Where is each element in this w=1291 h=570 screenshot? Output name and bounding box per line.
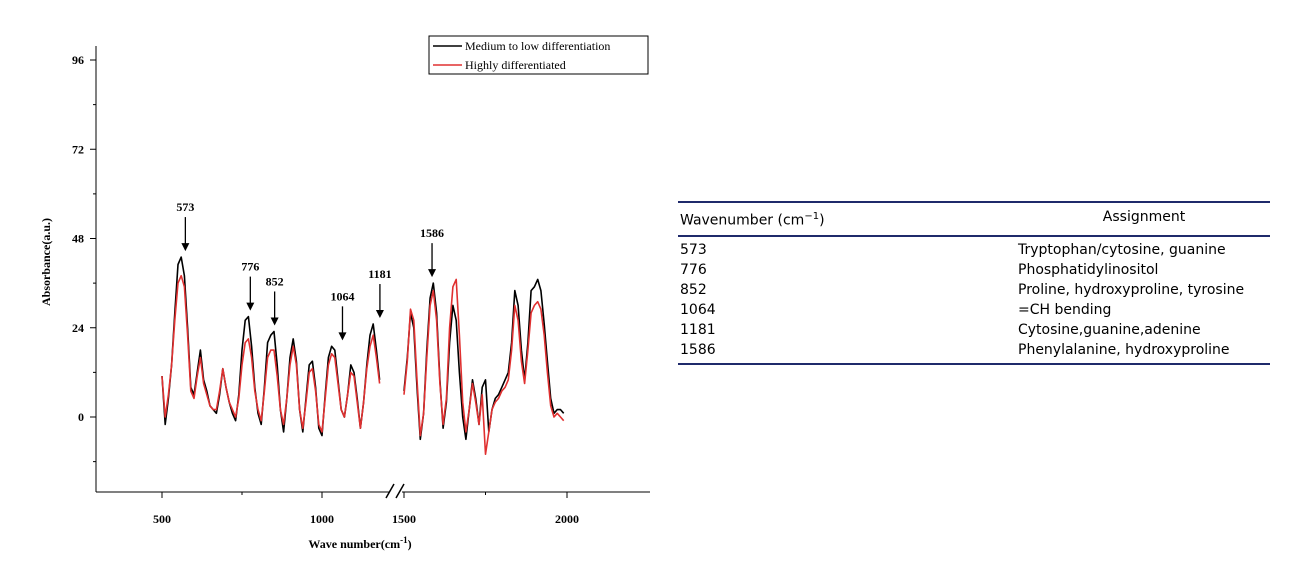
table-row: 852 Proline, hydroxyproline, tyrosine xyxy=(678,280,1270,300)
series-line-medium-low-seg2 xyxy=(403,278,565,441)
series-line-highly-seg2 xyxy=(403,278,565,455)
table-row: 1181 Cytosine,guanine,adenine xyxy=(678,320,1270,340)
peak-label-1064: 1064 xyxy=(330,289,354,303)
peak-arrow-head xyxy=(428,269,437,278)
table-row: 573 Tryptophan/cytosine, guanine xyxy=(678,240,1270,260)
x-tick-label: 2000 xyxy=(555,512,579,526)
cell-wavenumber: 776 xyxy=(680,261,707,278)
legend: Medium to low differentiation Highly dif… xyxy=(428,35,649,75)
peak-label-852: 852 xyxy=(266,274,284,288)
y-tick-label: 72 xyxy=(72,142,84,156)
table-top-rule xyxy=(678,201,1270,203)
x-axis-title-close: ) xyxy=(408,537,412,551)
peak-arrow-head xyxy=(246,302,255,311)
ir-spectrum-chart: 0 24 48 72 96 500 1000 1500 2000 573 776 852 1064 1… xyxy=(39,35,650,551)
peak-label-1586: 1586 xyxy=(420,226,444,240)
cell-wavenumber: 1586 xyxy=(680,341,716,358)
x-tick-label: 1000 xyxy=(310,512,334,526)
axis-break-slash-left xyxy=(385,483,395,499)
cell-wavenumber: 852 xyxy=(680,281,707,298)
series-layer xyxy=(161,256,565,455)
legend-box xyxy=(428,35,649,75)
y-tick-label: 48 xyxy=(72,232,84,246)
cell-assignment: Tryptophan/cytosine, guanine xyxy=(1018,241,1226,258)
y-tick-label: 96 xyxy=(72,53,84,67)
cell-assignment: Cytosine,guanine,adenine xyxy=(1018,321,1201,338)
peak-arrow-head xyxy=(270,317,279,326)
peak-arrow-head xyxy=(338,332,347,341)
axis-break-marker xyxy=(385,483,405,499)
x-tick-label: 500 xyxy=(153,512,171,526)
cell-assignment: Phosphatidylinositol xyxy=(1018,261,1159,278)
x-axis-title-sup: -1 xyxy=(400,535,408,545)
peak-arrow-head xyxy=(181,243,190,252)
cell-wavenumber: 1181 xyxy=(680,321,716,338)
table-row: 1586 Phenylalanine, hydroxyproline xyxy=(678,340,1270,360)
chart-axes xyxy=(95,46,650,493)
cell-assignment: Proline, hydroxyproline, tyrosine xyxy=(1018,281,1245,298)
assignment-table: Wavenumber (cm−1) Assignment 573 Tryptoph… xyxy=(678,201,1270,365)
cell-wavenumber: 1064 xyxy=(680,301,716,318)
x-axis-title-main: Wave number(cm xyxy=(308,537,400,551)
table-row: 1064 =CH bending xyxy=(678,300,1270,320)
legend-label-highly: Highly differentiated xyxy=(465,58,566,72)
table-row: 776 Phosphatidylinositol xyxy=(678,260,1270,280)
legend-label-medium-low: Medium to low differentiation xyxy=(465,39,610,53)
y-axis-title: Absorbance(a.u.) xyxy=(39,218,53,306)
header-assignment: Assignment xyxy=(1102,209,1186,225)
header-wavenumber-text: Wavenumber (cm xyxy=(680,212,805,229)
series-line-highly-seg1 xyxy=(161,274,381,433)
header-wavenumber: Wavenumber (cm−1) xyxy=(678,203,1018,235)
peak-annotations: 573 776 852 1064 1181 1586 xyxy=(176,200,444,341)
y-tick-label: 24 xyxy=(72,321,84,335)
cell-assignment: =CH bending xyxy=(1018,301,1112,318)
table-body: 573 Tryptophan/cytosine, guanine 776 Phosp… xyxy=(678,237,1270,363)
cell-assignment: Phenylalanine, hydroxyproline xyxy=(1018,341,1230,358)
peak-label-1181: 1181 xyxy=(368,267,391,281)
cell-wavenumber: 573 xyxy=(680,241,707,258)
x-tick-label: 1500 xyxy=(392,512,416,526)
x-axis-title: Wave number(cm-1) xyxy=(308,535,411,551)
peak-label-573: 573 xyxy=(176,200,194,214)
header-wavenumber-close: ) xyxy=(819,212,825,229)
y-tick-label: 0 xyxy=(78,410,84,424)
table-header-rule xyxy=(678,234,1270,237)
y-ticks: 0 24 48 72 96 xyxy=(72,53,96,463)
peak-arrow-head xyxy=(375,310,384,319)
x-ticks: 500 1000 1500 2000 xyxy=(153,492,579,526)
axis-break-gap xyxy=(390,487,402,497)
header-wavenumber-sup: −1 xyxy=(804,211,820,222)
table-bottom-rule xyxy=(678,362,1270,365)
table-header-row: Wavenumber (cm−1) Assignment xyxy=(678,203,1270,235)
peak-label-776: 776 xyxy=(241,260,259,274)
axis-break-slash-right xyxy=(395,483,405,499)
